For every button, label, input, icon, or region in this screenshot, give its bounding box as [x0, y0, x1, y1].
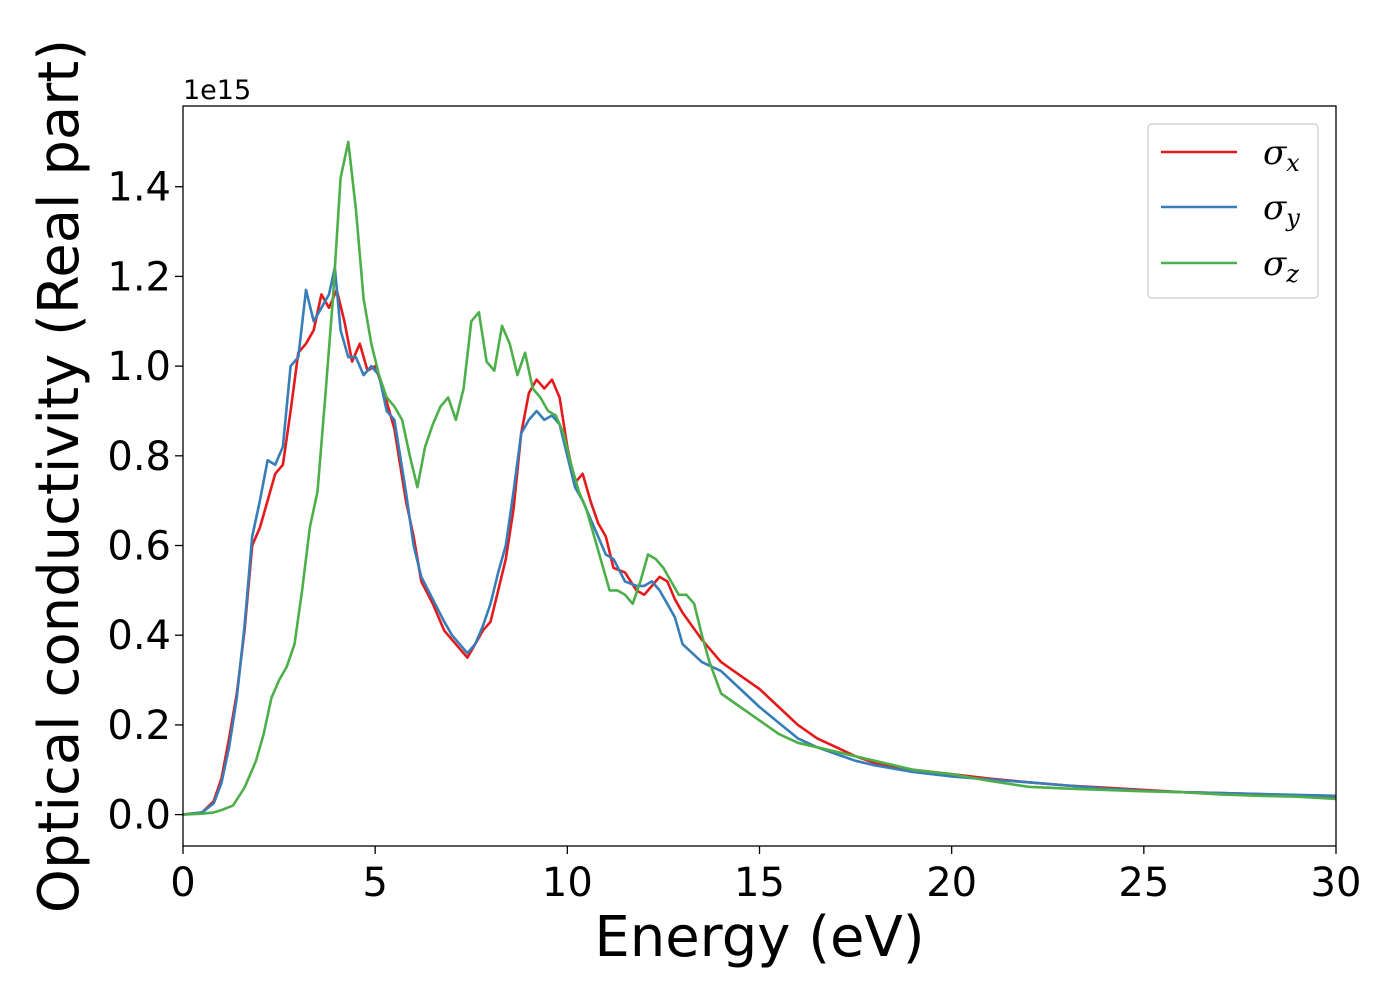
x-tick-label: 15 [734, 860, 785, 906]
x-tick-label: 30 [1311, 860, 1362, 906]
series-line-y [182, 266, 1337, 816]
y-offset-label: 1e15 [183, 75, 251, 106]
x-axis-title: Energy (eV) [594, 905, 924, 970]
x-tick-label: 0 [170, 860, 195, 906]
x-axis-ticks: 0 5 10 15 20 25 30 [170, 846, 1361, 906]
series-line-z [182, 140, 1337, 816]
y-tick-label: 0.6 [107, 524, 171, 570]
x-tick-label: 25 [1118, 860, 1169, 906]
legend-label-z: σz [1263, 244, 1299, 288]
x-tick-label: 20 [926, 860, 977, 906]
y-tick-label: 0.0 [107, 793, 171, 839]
y-tick-label: 0.4 [107, 613, 171, 659]
legend-label-x: σx [1263, 133, 1300, 177]
y-tick-label: 1.2 [107, 254, 171, 300]
y-axis-title: Optical conductivity (Real part) [27, 39, 92, 913]
legend-label-y: σy [1263, 188, 1300, 232]
y-axis-ticks: 0.0 0.2 0.4 0.6 0.8 1.0 1.2 1.4 [107, 165, 183, 839]
legend: σx σy σz [1147, 123, 1319, 299]
series-layer [182, 140, 1337, 816]
y-tick-label: 0.8 [107, 434, 171, 480]
x-tick-label: 10 [542, 860, 593, 906]
legend-frame [1147, 123, 1319, 299]
x-tick-label: 5 [362, 860, 387, 906]
y-tick-label: 0.2 [107, 703, 171, 749]
series-line-x [182, 288, 1337, 816]
y-tick-label: 1.4 [107, 165, 171, 211]
y-tick-label: 1.0 [107, 344, 171, 390]
